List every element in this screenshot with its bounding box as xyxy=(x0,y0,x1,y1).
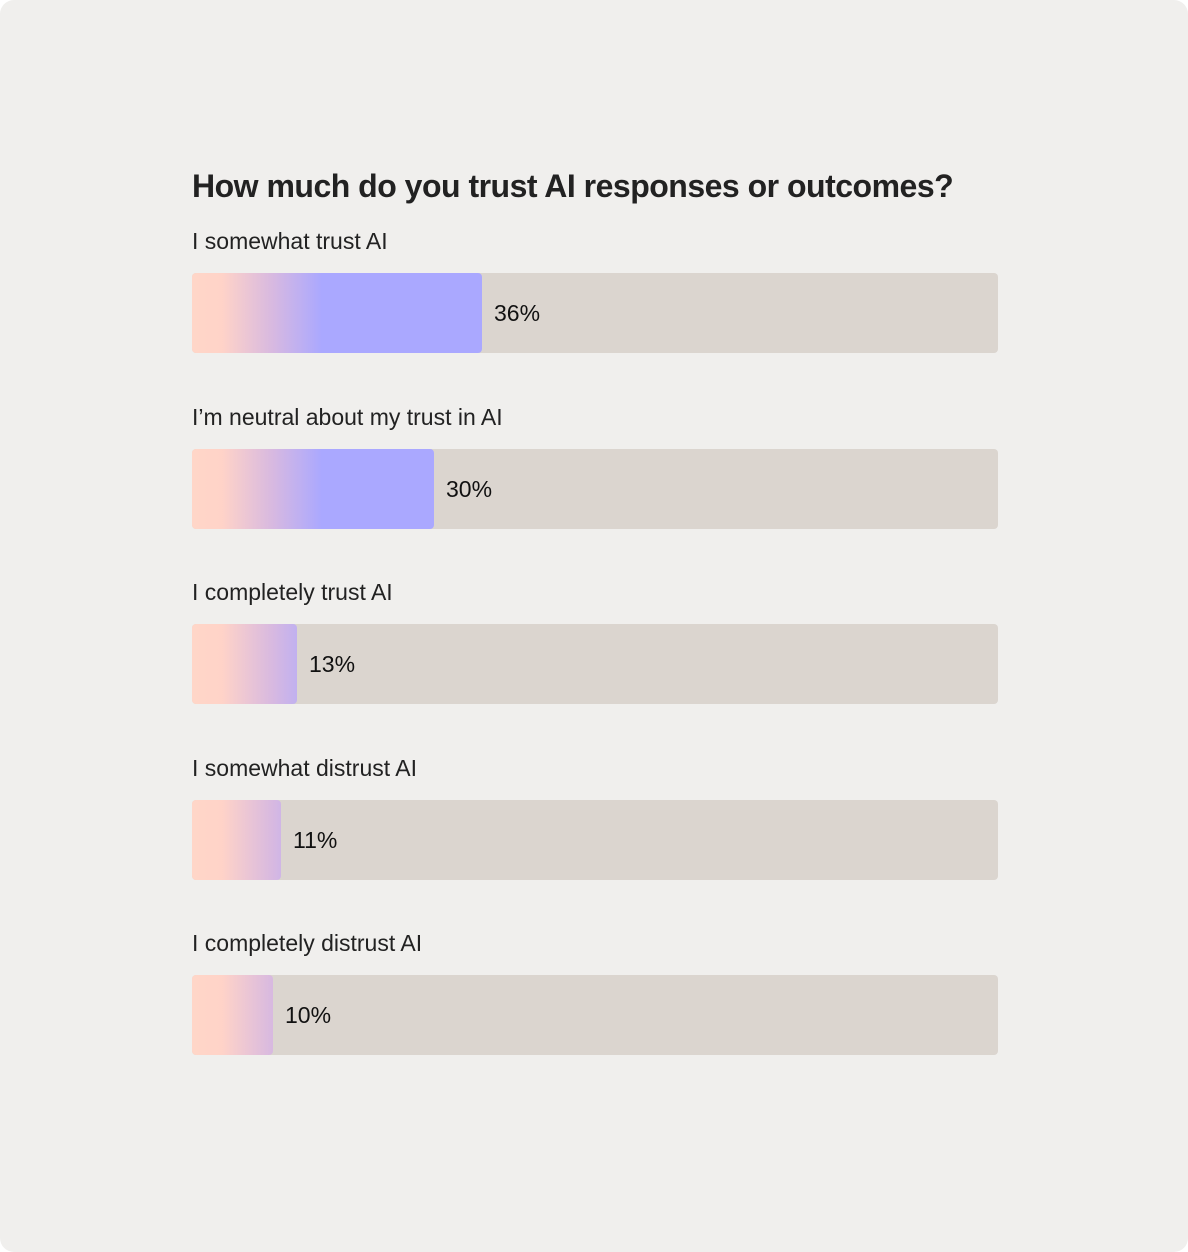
bar-category-label: I completely trust AI xyxy=(192,579,393,605)
bar-fill xyxy=(192,273,482,353)
bar-category-label: I’m neutral about my trust in AI xyxy=(192,403,503,430)
bar-row: I’m neutral about my trust in AI 30% xyxy=(192,402,998,578)
bar-row: I somewhat distrust AI 11% xyxy=(192,753,998,929)
bar-value-label: 13% xyxy=(309,651,356,677)
chart-title: How much do you trust AI responses or ou… xyxy=(192,168,954,204)
bar-chart: How much do you trust AI responses or ou… xyxy=(192,166,998,1104)
bar-rows: I somewhat trust AI 36% I’m neutral about … xyxy=(192,226,998,1104)
bar-category-label: I somewhat distrust AI xyxy=(192,754,417,781)
bar-track: 30% xyxy=(192,448,998,529)
bar-value-label: 30% xyxy=(446,475,493,502)
bar-category-label: I somewhat trust AI xyxy=(192,228,388,254)
bar-value-label: 36% xyxy=(494,300,541,326)
bar-row: I completely distrust AI 10% xyxy=(192,928,998,1104)
bar-track: 11% xyxy=(192,799,998,880)
bar-fill xyxy=(192,799,281,880)
bar-value-label: 10% xyxy=(285,1002,332,1028)
bar-value-label: 11% xyxy=(293,826,338,853)
bar-track: 36% xyxy=(192,273,998,353)
bar-fill xyxy=(192,448,434,529)
bar-fill xyxy=(192,624,297,704)
bar-row: I somewhat trust AI 36% xyxy=(192,226,998,402)
bar-track: 13% xyxy=(192,624,998,704)
bar-row: I completely trust AI 13% xyxy=(192,577,998,753)
bar-fill xyxy=(192,975,273,1055)
bar-track: 10% xyxy=(192,975,998,1055)
bar-category-label: I completely distrust AI xyxy=(192,930,423,956)
